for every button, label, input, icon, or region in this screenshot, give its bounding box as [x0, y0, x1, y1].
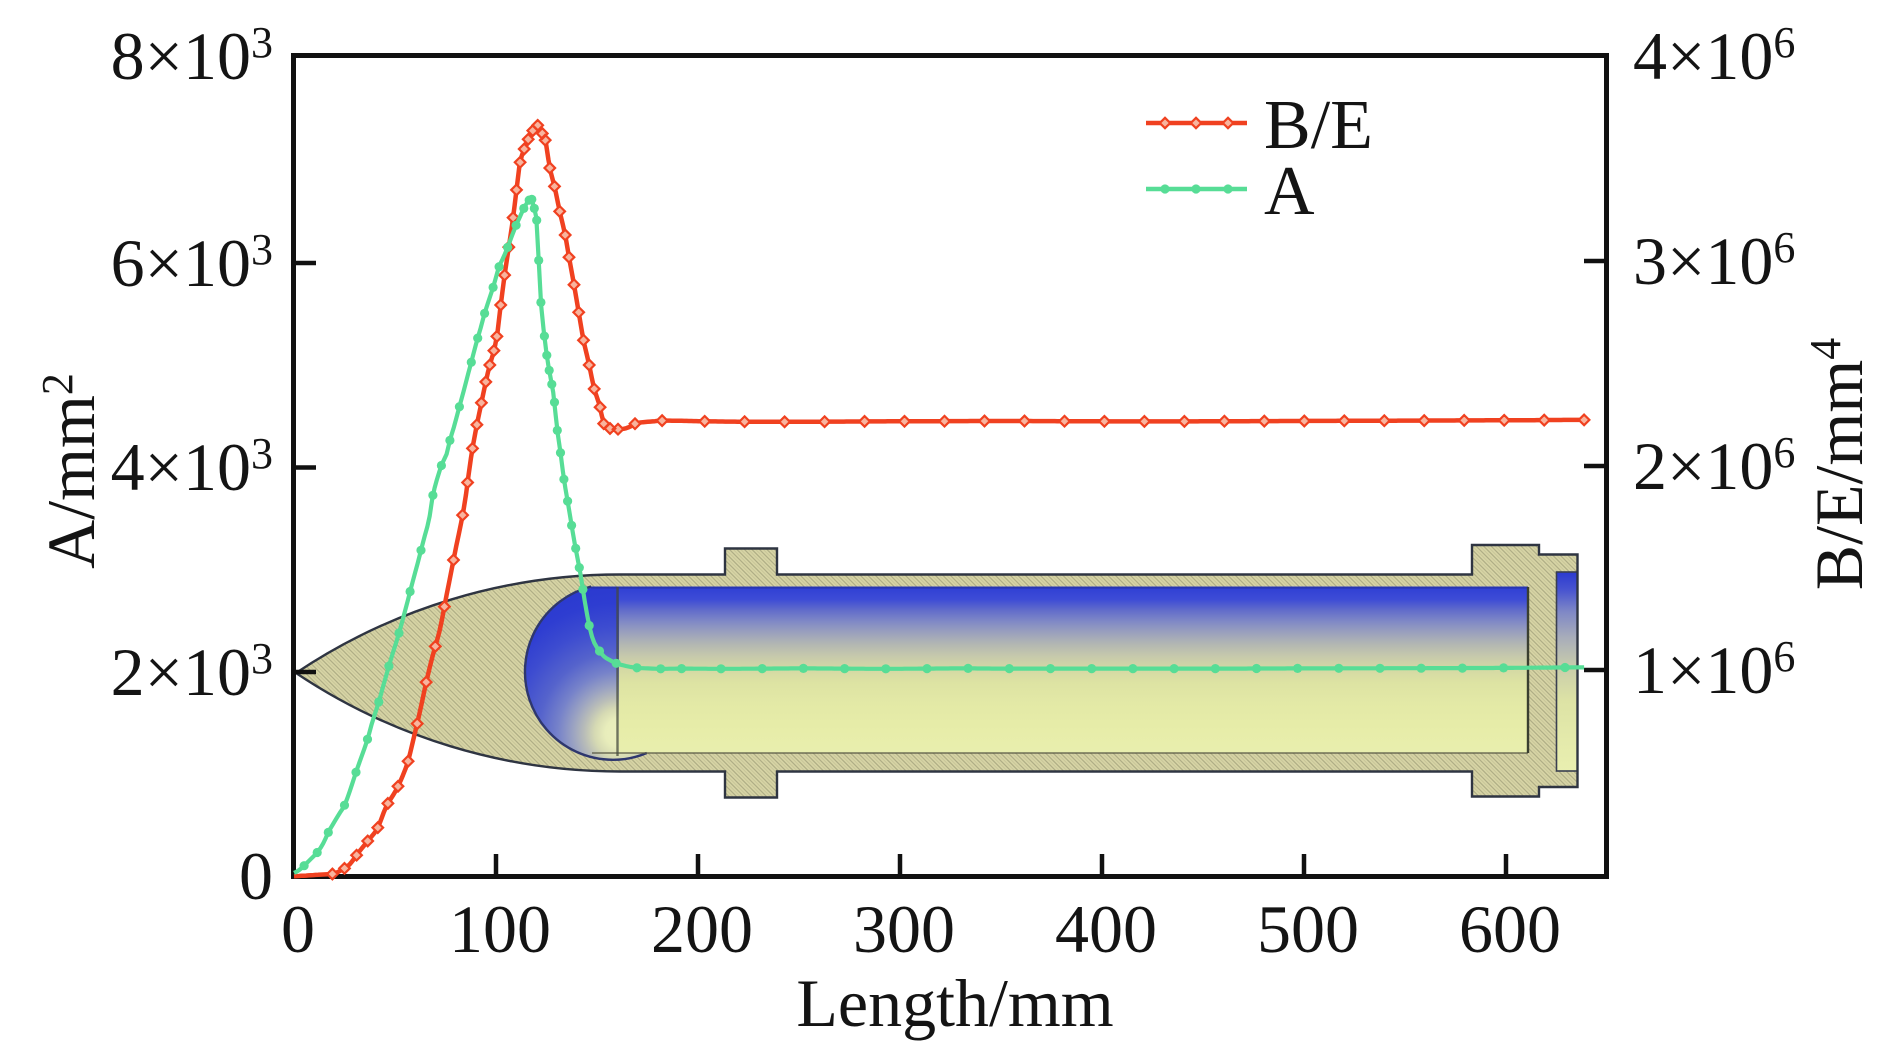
- svg-text:8×103: 8×103: [111, 18, 273, 94]
- svg-text:200: 200: [651, 891, 753, 967]
- svg-text:0: 0: [281, 891, 315, 967]
- svg-text:400: 400: [1055, 891, 1157, 967]
- svg-text:500: 500: [1257, 891, 1359, 967]
- svg-text:B/E: B/E: [1264, 87, 1373, 164]
- svg-text:2×106: 2×106: [1633, 428, 1795, 504]
- svg-text:100: 100: [449, 891, 551, 967]
- svg-text:2×103: 2×103: [111, 634, 273, 710]
- svg-text:6×103: 6×103: [111, 225, 273, 301]
- svg-text:4×103: 4×103: [111, 429, 273, 505]
- svg-text:1×106: 1×106: [1633, 632, 1795, 708]
- svg-text:B/E/mm4: B/E/mm4: [1801, 338, 1877, 590]
- svg-text:3×106: 3×106: [1633, 223, 1795, 299]
- svg-text:A: A: [1264, 153, 1315, 230]
- svg-text:A/mm2: A/mm2: [33, 373, 109, 569]
- svg-text:Length/mm: Length/mm: [796, 965, 1113, 1041]
- svg-text:300: 300: [853, 891, 955, 967]
- svg-text:0: 0: [239, 838, 273, 914]
- svg-text:600: 600: [1459, 891, 1561, 967]
- svg-text:4×106: 4×106: [1633, 18, 1795, 94]
